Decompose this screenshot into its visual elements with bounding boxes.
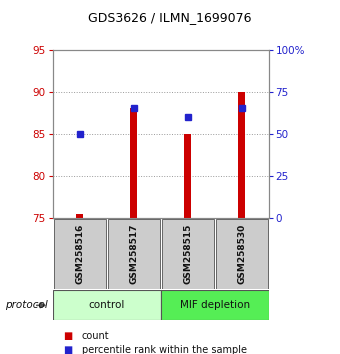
Text: GSM258517: GSM258517	[129, 224, 138, 284]
Bar	[161, 290, 269, 320]
Text: control: control	[88, 300, 125, 310]
Bar	[54, 219, 106, 289]
Text: ■: ■	[63, 331, 72, 341]
Text: count: count	[82, 331, 109, 341]
Bar	[131, 108, 137, 218]
Text: GSM258515: GSM258515	[183, 224, 192, 284]
Text: MIF depletion: MIF depletion	[180, 300, 250, 310]
Text: ■: ■	[63, 346, 72, 354]
Bar	[53, 290, 161, 320]
Bar	[76, 214, 83, 218]
Text: GSM258516: GSM258516	[75, 224, 84, 284]
Text: GDS3626 / ILMN_1699076: GDS3626 / ILMN_1699076	[88, 11, 252, 24]
Bar	[162, 219, 214, 289]
Text: GSM258530: GSM258530	[237, 224, 246, 284]
Bar	[216, 219, 268, 289]
Text: percentile rank within the sample: percentile rank within the sample	[82, 346, 246, 354]
Bar	[238, 92, 245, 218]
Bar	[184, 134, 191, 218]
Text: protocol: protocol	[5, 300, 48, 310]
Bar	[108, 219, 159, 289]
